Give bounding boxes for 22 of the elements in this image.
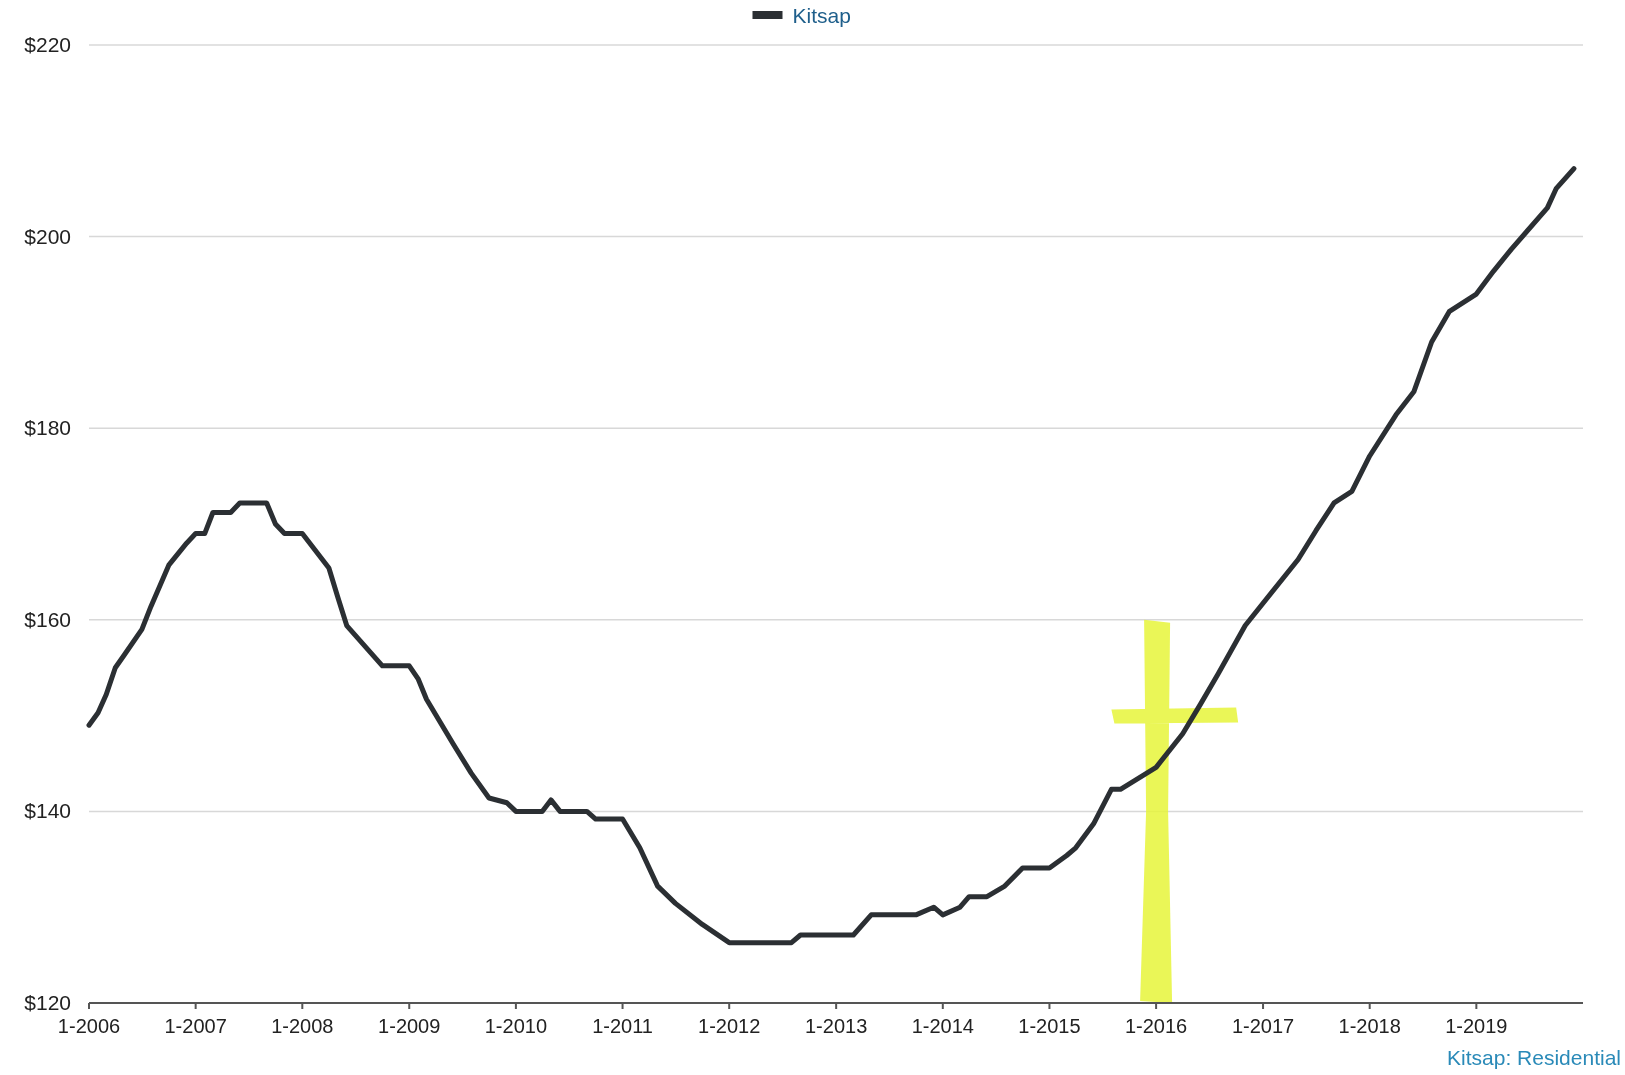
x-tick-label: 1-2019 <box>1445 1015 1508 1037</box>
x-tick-label: 1-2017 <box>1231 1015 1295 1037</box>
x-tick-label: 1-2009 <box>378 1015 441 1037</box>
x-tick-label: 1-2008 <box>271 1015 334 1037</box>
x-tick-label: 1-2010 <box>484 1015 548 1037</box>
y-tick-label: $200 <box>24 224 71 248</box>
y-tick-label: $180 <box>24 416 71 440</box>
x-tick-label: 1-2012 <box>698 1015 761 1037</box>
y-tick-label: $160 <box>24 607 71 631</box>
x-tick-label: 1-2007 <box>164 1015 227 1037</box>
x-tick-label: 1-2014 <box>911 1015 974 1037</box>
text: Kitsap: Residential <box>1447 1046 1621 1069</box>
y-tick-label: $120 <box>24 991 71 1014</box>
x-tick-label: 1-2011 <box>592 1015 653 1037</box>
x-tick-label: 1-2006 <box>57 1015 121 1037</box>
x-tick-label: 1-2015 <box>1018 1015 1081 1037</box>
x-tick-label: 1-2018 <box>1338 1015 1401 1037</box>
y-tick-label: $220 <box>24 33 71 56</box>
y-tick-label: $140 <box>24 799 71 823</box>
legend-label: Kitsap <box>792 4 851 27</box>
x-tick-label: 1-2016 <box>1124 1015 1188 1037</box>
x-tick-label: 1-2013 <box>805 1015 868 1037</box>
